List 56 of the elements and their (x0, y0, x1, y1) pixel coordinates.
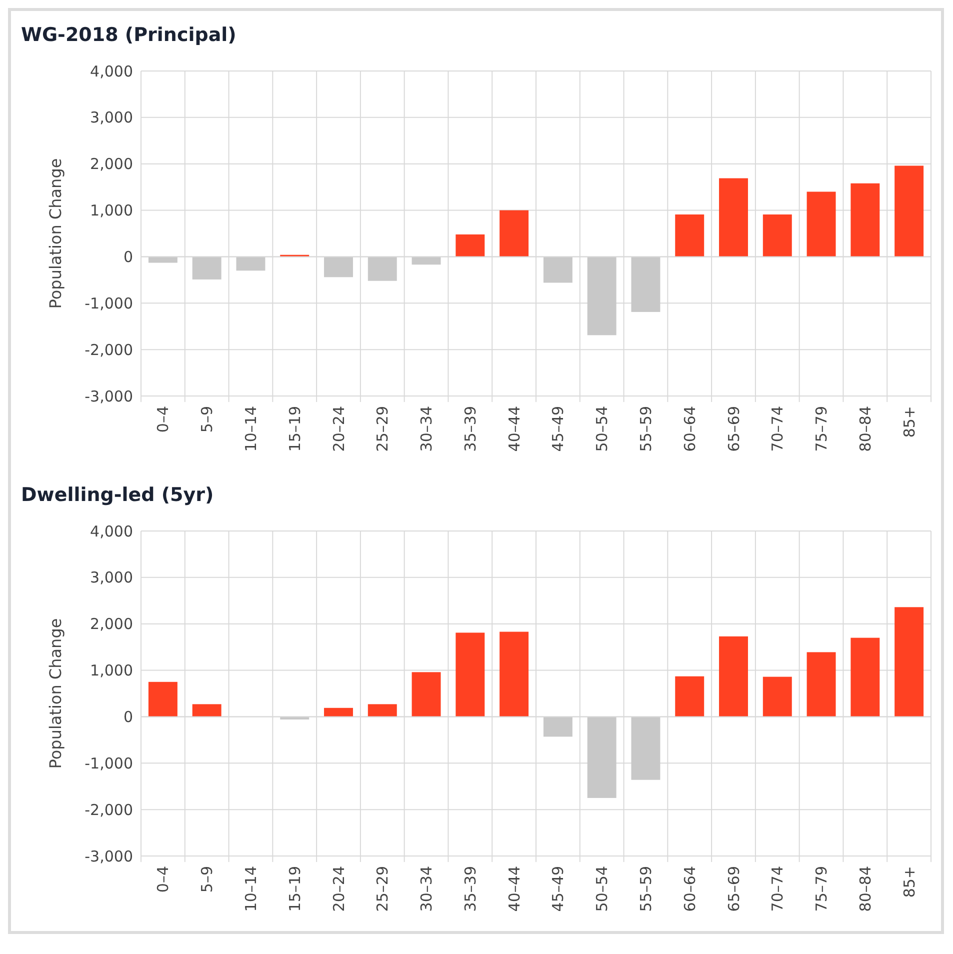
x-tick-label: 20–24 (330, 406, 348, 452)
x-tick-label: 55–59 (636, 866, 655, 912)
y-tick-label: 1,000 (90, 662, 133, 680)
x-tick-label: 85+ (900, 866, 918, 898)
x-tick-label: 80–84 (856, 866, 874, 912)
x-tick-label: 70–74 (768, 866, 787, 912)
x-tick-label: 15–19 (286, 406, 304, 452)
chart-title: Dwelling-led (5yr) (21, 484, 214, 506)
y-tick-label: 3,000 (90, 108, 133, 127)
x-tick-label: 5–9 (198, 866, 216, 893)
y-tick-label: 0 (123, 248, 133, 266)
y-axis-title: Population Change (46, 158, 65, 309)
y-tick-label: 4,000 (90, 522, 133, 540)
x-tick-label: 0–4 (154, 866, 172, 893)
y-axis-title: Population Change (46, 618, 65, 769)
x-tick-label: 75–79 (812, 866, 831, 912)
x-tick-label: 25–29 (374, 866, 392, 912)
y-tick-label: 4,000 (90, 62, 133, 80)
x-tick-label: 15–19 (286, 866, 304, 912)
x-tick-label: 75–79 (812, 406, 831, 452)
x-tick-label: 35–39 (461, 406, 480, 452)
x-tick-label: 30–34 (418, 406, 436, 452)
x-tick-label: 60–64 (680, 406, 699, 452)
x-tick-label: 5–9 (198, 406, 216, 433)
y-tick-label: 2,000 (90, 615, 133, 634)
x-tick-label: 20–24 (330, 866, 348, 912)
x-tick-label: 60–64 (680, 866, 699, 912)
x-tick-label: 0–4 (154, 406, 172, 433)
x-tick-label: 45–49 (549, 866, 568, 912)
x-tick-label: 40–44 (505, 406, 524, 452)
y-tick-label: 0 (123, 708, 133, 726)
x-tick-label: 25–29 (374, 406, 392, 452)
x-tick-label: 50–54 (593, 866, 612, 912)
x-tick-label: 50–54 (593, 406, 612, 452)
y-tick-label: -2,000 (84, 340, 133, 359)
y-tick-label: 1,000 (90, 202, 133, 220)
y-tick-label: -3,000 (84, 847, 133, 866)
y-tick-label: -1,000 (84, 294, 133, 312)
x-tick-label: 70–74 (768, 406, 787, 452)
y-tick-label: 3,000 (90, 568, 133, 587)
x-tick-label: 65–69 (724, 866, 743, 912)
x-tick-label: 35–39 (461, 866, 480, 912)
x-tick-label: 30–34 (418, 866, 436, 912)
x-tick-label: 80–84 (856, 406, 874, 452)
y-tick-label: -1,000 (84, 754, 133, 772)
x-tick-label: 55–59 (636, 406, 655, 452)
x-tick-label: 10–14 (242, 406, 260, 452)
y-tick-label: 2,000 (90, 155, 133, 174)
x-tick-label: 45–49 (549, 406, 568, 452)
x-tick-label: 40–44 (505, 866, 524, 912)
y-tick-label: -2,000 (84, 800, 133, 819)
x-tick-label: 85+ (900, 406, 918, 438)
y-tick-label: -3,000 (84, 387, 133, 406)
x-tick-label: 10–14 (242, 866, 260, 912)
x-tick-label: 65–69 (724, 406, 743, 452)
chart-title: WG-2018 (Principal) (21, 24, 236, 46)
